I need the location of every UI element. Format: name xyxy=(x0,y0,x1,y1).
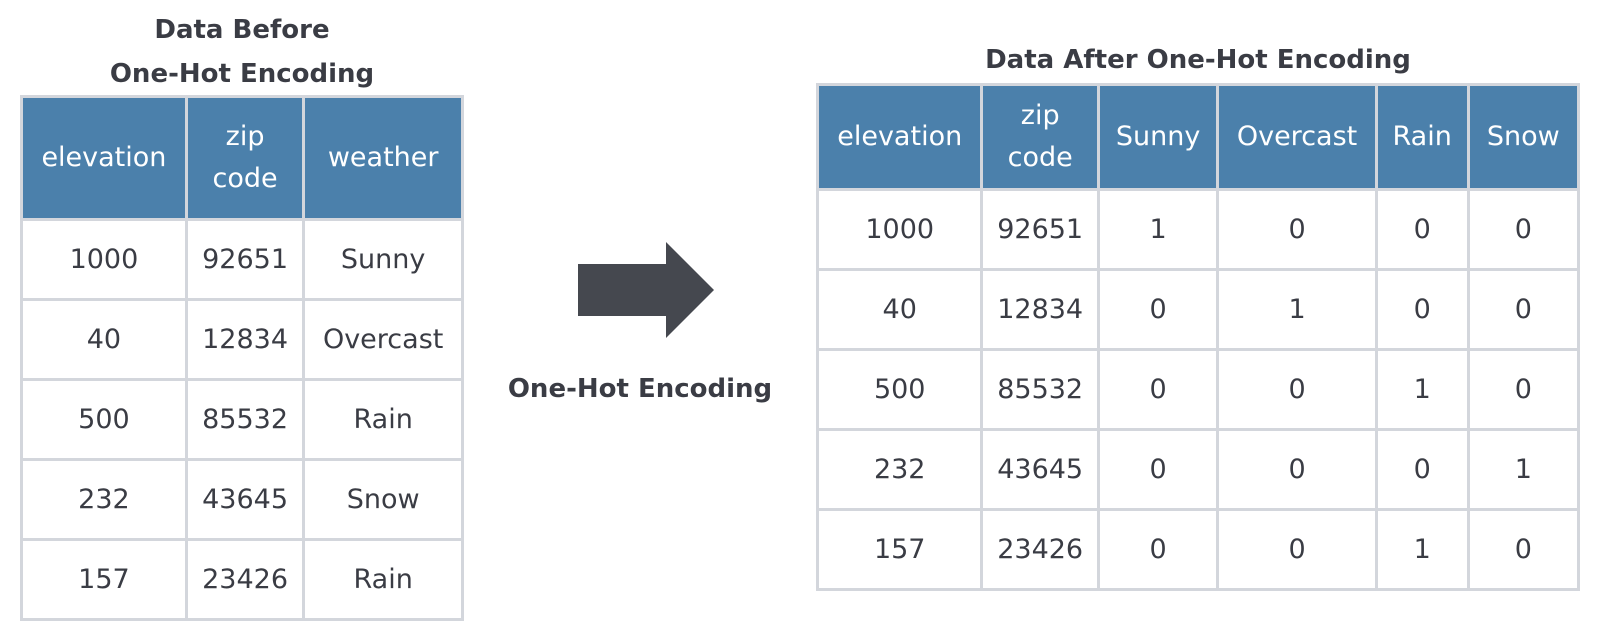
before-column-header: weather xyxy=(302,95,464,221)
table-cell: 23426 xyxy=(980,508,1100,591)
before-title-line2: One-Hot Encoding xyxy=(109,59,375,89)
after-table-title: Data After One-Hot Encoding xyxy=(985,45,1411,75)
table-cell: 1 xyxy=(1466,428,1581,511)
column-header-line1: elevation xyxy=(837,121,963,152)
column-header-line1: elevation xyxy=(41,142,167,173)
column-header-line1: zip xyxy=(1020,100,1060,131)
before-column-header: elevation xyxy=(20,95,188,221)
table-cell: 157 xyxy=(20,538,188,621)
table-cell: 1 xyxy=(1374,508,1470,591)
table-cell: 1000 xyxy=(815,188,984,271)
after-column-header: Rain xyxy=(1374,83,1470,191)
table-cell: 1 xyxy=(1374,348,1470,431)
table-cell: 232 xyxy=(815,428,984,511)
table-cell: 85532 xyxy=(980,348,1100,431)
before-header-row: elevation zip code weather xyxy=(20,95,464,221)
table-cell: 0 xyxy=(1096,348,1220,431)
table-row: 232 43645 Snow xyxy=(20,458,464,541)
table-cell: 0 xyxy=(1466,268,1581,351)
table-cell: 0 xyxy=(1096,508,1220,591)
before-column-header: zip code xyxy=(184,95,306,221)
table-cell: 500 xyxy=(815,348,984,431)
table-cell: 0 xyxy=(1466,508,1581,591)
table-cell: Sunny xyxy=(302,218,464,301)
table-cell: 85532 xyxy=(184,378,306,461)
table-cell: 43645 xyxy=(184,458,306,541)
column-header-line1: Snow xyxy=(1486,121,1560,152)
column-header-line1: weather xyxy=(327,142,439,173)
table-cell: 43645 xyxy=(980,428,1100,511)
table-cell: 500 xyxy=(20,378,188,461)
column-header-line1: Rain xyxy=(1392,121,1452,152)
table-cell: 23426 xyxy=(184,538,306,621)
table-row: 500 85532 Rain xyxy=(20,378,464,461)
table-row: 157 23426 0 0 1 0 xyxy=(815,508,1581,591)
after-column-header: elevation xyxy=(815,83,984,191)
before-table-body: 1000 92651 Sunny 40 12834 Overcast 500 85532 Rai… xyxy=(20,218,464,621)
column-header-line1: Sunny xyxy=(1115,121,1201,152)
table-cell: 0 xyxy=(1216,348,1378,431)
after-table-body: 1000 92651 1 0 0 0 40 12834 0 1 0 0 500 85532 0 0 1 0 232 4… xyxy=(815,188,1581,591)
table-cell: Rain xyxy=(302,378,464,461)
after-column-header: zip code xyxy=(980,83,1100,191)
table-cell: 232 xyxy=(20,458,188,541)
table-cell: 1 xyxy=(1216,268,1378,351)
table-row: 40 12834 Overcast xyxy=(20,298,464,381)
table-row: 1000 92651 1 0 0 0 xyxy=(815,188,1581,271)
before-table: elevation zip code weather 1000 92651 Sunny 40… xyxy=(20,95,464,621)
column-header-line1: Overcast xyxy=(1236,121,1358,152)
table-cell: 0 xyxy=(1374,268,1470,351)
table-cell: 40 xyxy=(20,298,188,381)
table-cell: 0 xyxy=(1096,268,1220,351)
table-cell: 92651 xyxy=(184,218,306,301)
before-title-line1: Data Before xyxy=(154,15,330,45)
after-column-header: Overcast xyxy=(1216,83,1378,191)
column-header-line2: code xyxy=(212,163,278,194)
after-table: elevation zip code Sunny Overcast Rain Snow 10… xyxy=(815,83,1581,591)
table-row: 500 85532 0 0 1 0 xyxy=(815,348,1581,431)
table-cell: 157 xyxy=(815,508,984,591)
table-row: 1000 92651 Sunny xyxy=(20,218,464,301)
table-row: 157 23426 Rain xyxy=(20,538,464,621)
table-cell: 40 xyxy=(815,268,984,351)
table-cell: 1000 xyxy=(20,218,188,301)
table-row: 232 43645 0 0 0 1 xyxy=(815,428,1581,511)
table-cell: 12834 xyxy=(184,298,306,381)
before-table-title: Data Before One-Hot Encoding xyxy=(20,8,464,96)
table-cell: 12834 xyxy=(980,268,1100,351)
table-cell: 0 xyxy=(1216,508,1378,591)
after-header-row: elevation zip code Sunny Overcast Rain Snow xyxy=(815,83,1581,191)
table-cell: Snow xyxy=(302,458,464,541)
table-cell: 0 xyxy=(1096,428,1220,511)
right-arrow-icon xyxy=(578,242,714,338)
column-header-line2: code xyxy=(1007,142,1073,173)
table-cell: 92651 xyxy=(980,188,1100,271)
column-header-line1: zip xyxy=(225,121,265,152)
table-row: 40 12834 0 1 0 0 xyxy=(815,268,1581,351)
table-cell: Rain xyxy=(302,538,464,621)
table-cell: Overcast xyxy=(302,298,464,381)
table-cell: 0 xyxy=(1374,428,1470,511)
table-cell: 0 xyxy=(1466,348,1581,431)
table-cell: 0 xyxy=(1466,188,1581,271)
after-column-header: Snow xyxy=(1466,83,1581,191)
table-cell: 1 xyxy=(1096,188,1220,271)
table-cell: 0 xyxy=(1374,188,1470,271)
after-column-header: Sunny xyxy=(1096,83,1220,191)
transform-caption: One-Hot Encoding xyxy=(507,374,773,404)
table-cell: 0 xyxy=(1216,188,1378,271)
table-cell: 0 xyxy=(1216,428,1378,511)
